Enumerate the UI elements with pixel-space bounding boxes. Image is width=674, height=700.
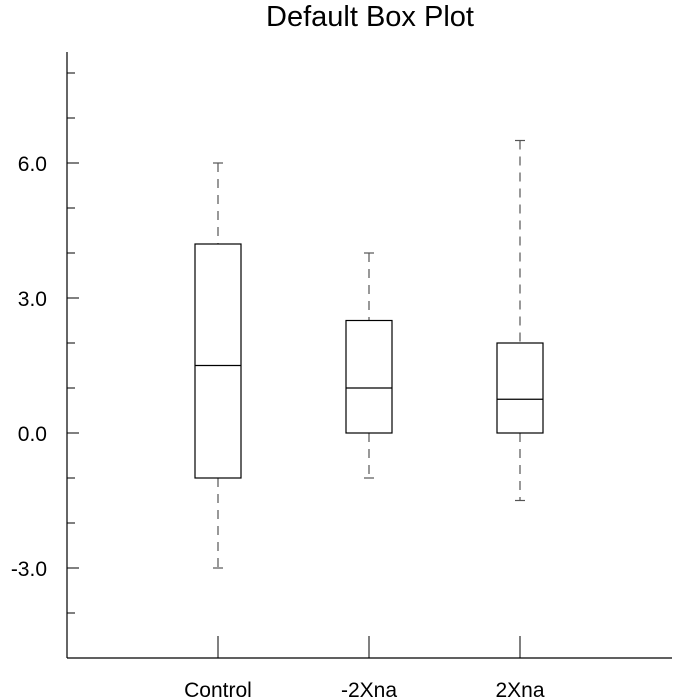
y-tick-label: 3.0 bbox=[18, 288, 47, 311]
x-tick-label: -2Xna bbox=[341, 679, 397, 700]
box-2 bbox=[345, 252, 393, 479]
x-tick-label: 2Xna bbox=[495, 679, 544, 700]
y-tick-label: 6.0 bbox=[18, 153, 47, 176]
y-tick-label: 0.0 bbox=[18, 423, 47, 446]
box-1 bbox=[194, 162, 242, 569]
iqr-box bbox=[496, 342, 544, 434]
iqr-box bbox=[194, 243, 242, 479]
x-tick-label: Control bbox=[184, 679, 252, 700]
boxes bbox=[194, 139, 544, 569]
chart-title: Default Box Plot bbox=[266, 1, 474, 33]
box-3 bbox=[496, 139, 544, 502]
iqr-box bbox=[345, 319, 393, 434]
axes: -3.0 0.0 3.0 6.0 Control -2Xna 2Xna bbox=[11, 52, 672, 700]
y-tick-label: -3.0 bbox=[11, 558, 47, 581]
